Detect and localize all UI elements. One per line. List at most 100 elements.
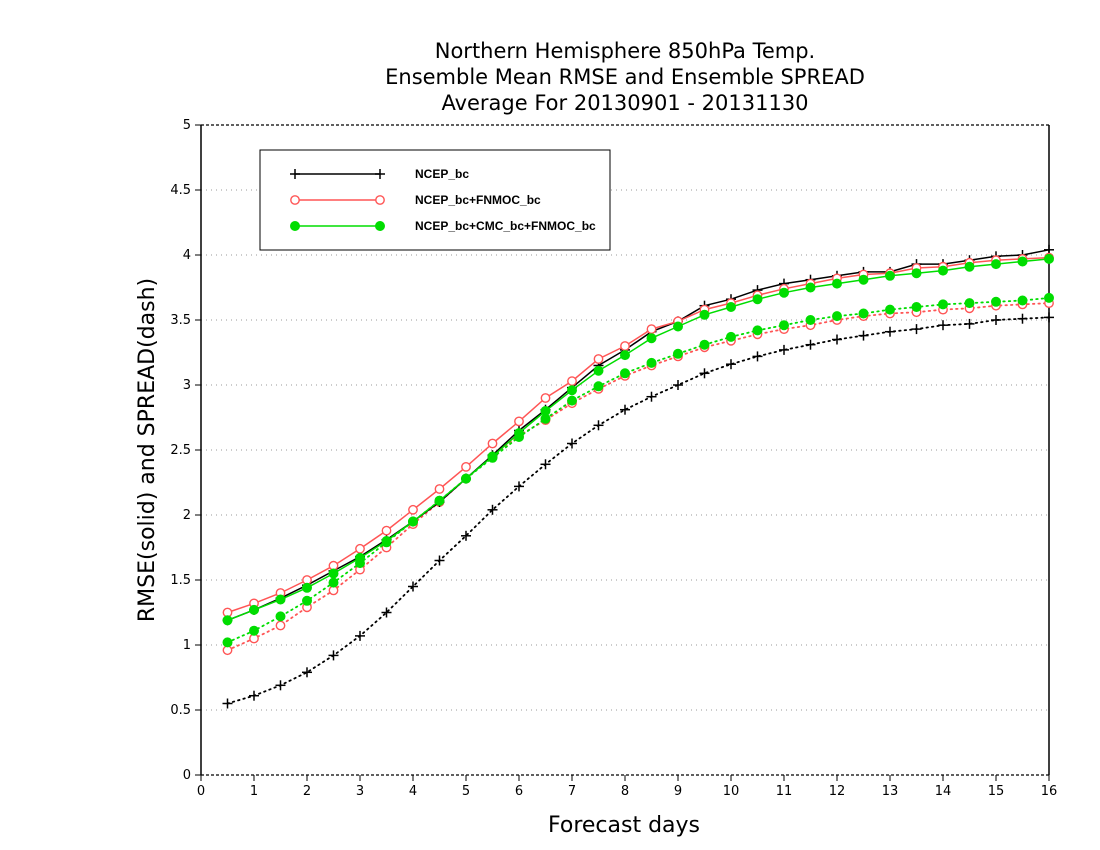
y-tick-label: 0.5 [170,703,191,718]
data-point [991,296,1001,307]
axes: 00.511.522.533.544.550 1 2 3 4 5 6 7 8 9 10 11 12 13 1… [170,118,1057,799]
data-point [991,259,1001,270]
x-tick-label: 16 [1041,784,1058,799]
data-point [381,536,392,546]
data-point [779,320,789,331]
legend-item: NCEP_bc+CMC_bc+FNMOC_bc [290,219,596,233]
x-tick-label: 1 [250,784,258,799]
data-point [885,304,895,315]
data-point [593,365,604,376]
data-point [726,302,736,312]
data-point [646,324,657,334]
data-point [646,391,657,402]
data-point [461,473,471,484]
data-point [885,326,895,337]
y-axis-label: RMSE(solid) and SPREAD(dash) [135,278,160,622]
series-spread-4 [222,298,1054,656]
data-point [275,611,286,622]
data-point [832,334,842,345]
legend-marker [375,169,385,179]
legend-marker [290,221,300,231]
data-point [328,577,339,588]
data-point [1044,292,1054,303]
data-point [434,495,445,506]
data-point [1017,313,1028,324]
data-point [567,395,577,406]
data-point [1017,295,1028,306]
data-point [885,270,895,281]
data-point [514,416,524,427]
data-point [832,278,842,289]
y-tick-label: 3.5 [170,313,191,328]
data-point [275,680,286,691]
data-point [487,451,498,462]
x-tick-label: 8 [621,784,629,799]
y-tick-label: 2 [183,508,191,523]
data-point [302,595,312,606]
x-tick-label: 2 [303,784,311,799]
legend-marker [290,169,300,179]
y-tick-label: 1 [183,638,191,653]
data-point [1044,312,1054,323]
data-point [964,298,975,309]
y-tick-label: 0 [183,768,191,783]
data-point [408,504,418,515]
data-point [699,309,710,320]
data-point [355,552,365,563]
data-point [593,381,604,392]
data-point [593,354,604,364]
data-point [408,581,418,592]
chart-title-line-2: Ensemble Mean RMSE and Ensemble SPREAD [385,65,865,89]
legend-marker [375,221,385,231]
data-point [805,339,816,350]
data-point [275,594,286,605]
data-point [673,321,683,332]
data-point [620,404,630,415]
data-point [938,299,948,310]
x-axis-label: Forecast days [548,813,700,838]
data-point [620,341,630,351]
data-point [991,315,1001,325]
data-point [646,357,657,368]
legend-item: NCEP_bc+FNMOC_bc [290,193,541,207]
data-point [726,359,736,370]
data-point [381,525,392,536]
data-point [222,637,233,648]
data-point [620,368,630,379]
series-line [226,249,1050,622]
data-point [805,282,816,293]
series-line [226,256,1050,614]
data-point [832,311,842,322]
data-point [911,268,922,279]
x-tick-label: 9 [674,784,682,799]
data-point [673,348,683,359]
data-point [540,406,551,416]
data-point [540,393,551,403]
data-point [487,504,498,515]
series-line [226,258,1050,622]
data-point [620,350,630,361]
legend-marker [290,195,300,205]
y-tick-label: 4 [183,248,191,263]
series-line [226,296,1050,644]
series-line [226,316,1050,705]
data-point [593,420,604,431]
x-tick-label: 0 [197,784,205,799]
data-point [567,376,577,386]
data-point [752,294,763,305]
y-tick-label: 4.5 [170,183,191,198]
legend-item: NCEP_bc [290,167,469,181]
data-point [328,568,339,579]
legend-label: NCEP_bc+CMC_bc+FNMOC_bc [415,219,596,233]
data-point [964,261,975,272]
x-tick-label: 11 [776,784,793,799]
x-tick-label: 15 [988,784,1005,799]
data-point [779,287,789,298]
data-point [461,461,471,472]
data-point [699,368,710,379]
series-rmse-0 [222,244,1054,626]
data-point [567,385,577,396]
plot-area [222,244,1054,709]
legend-marker [375,195,385,205]
